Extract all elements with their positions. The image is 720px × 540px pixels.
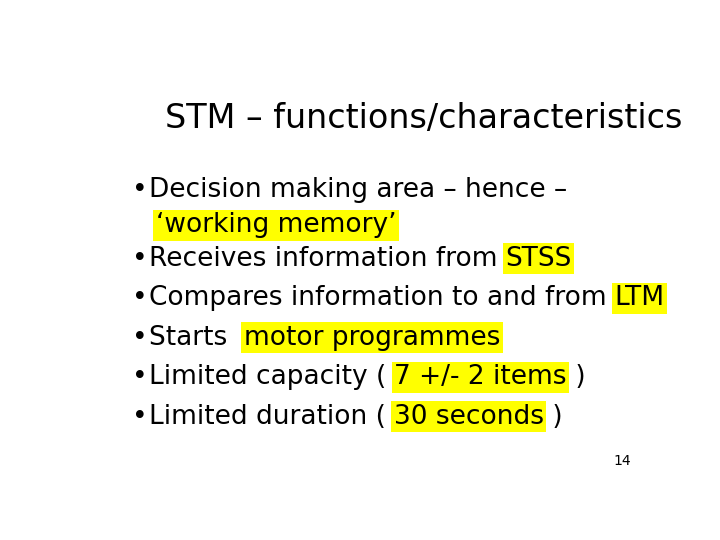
Text: Compares information to and from: Compares information to and from: [148, 285, 615, 311]
Text: motor programmes: motor programmes: [243, 325, 500, 350]
Text: Decision making area – hence –: Decision making area – hence –: [148, 177, 567, 203]
Text: •: •: [132, 325, 148, 350]
Text: •: •: [132, 177, 148, 203]
Text: ): ): [567, 364, 585, 390]
Text: Limited capacity (: Limited capacity (: [148, 364, 395, 390]
Text: 30 seconds: 30 seconds: [394, 404, 544, 430]
Text: ): ): [544, 404, 562, 430]
Text: LTM: LTM: [615, 285, 665, 311]
Text: •: •: [132, 285, 148, 311]
Text: Limited duration (: Limited duration (: [148, 404, 394, 430]
Text: Receives information from: Receives information from: [148, 246, 505, 272]
Text: STM – functions/characteristics: STM – functions/characteristics: [166, 102, 683, 135]
Text: •: •: [132, 404, 148, 430]
Text: ‘working memory’: ‘working memory’: [156, 212, 397, 238]
Text: STSS: STSS: [505, 246, 572, 272]
Text: •: •: [132, 364, 148, 390]
Text: •: •: [132, 246, 148, 272]
Text: 14: 14: [613, 454, 631, 468]
Text: Starts: Starts: [148, 325, 243, 350]
Text: 7 +/- 2 items: 7 +/- 2 items: [395, 364, 567, 390]
